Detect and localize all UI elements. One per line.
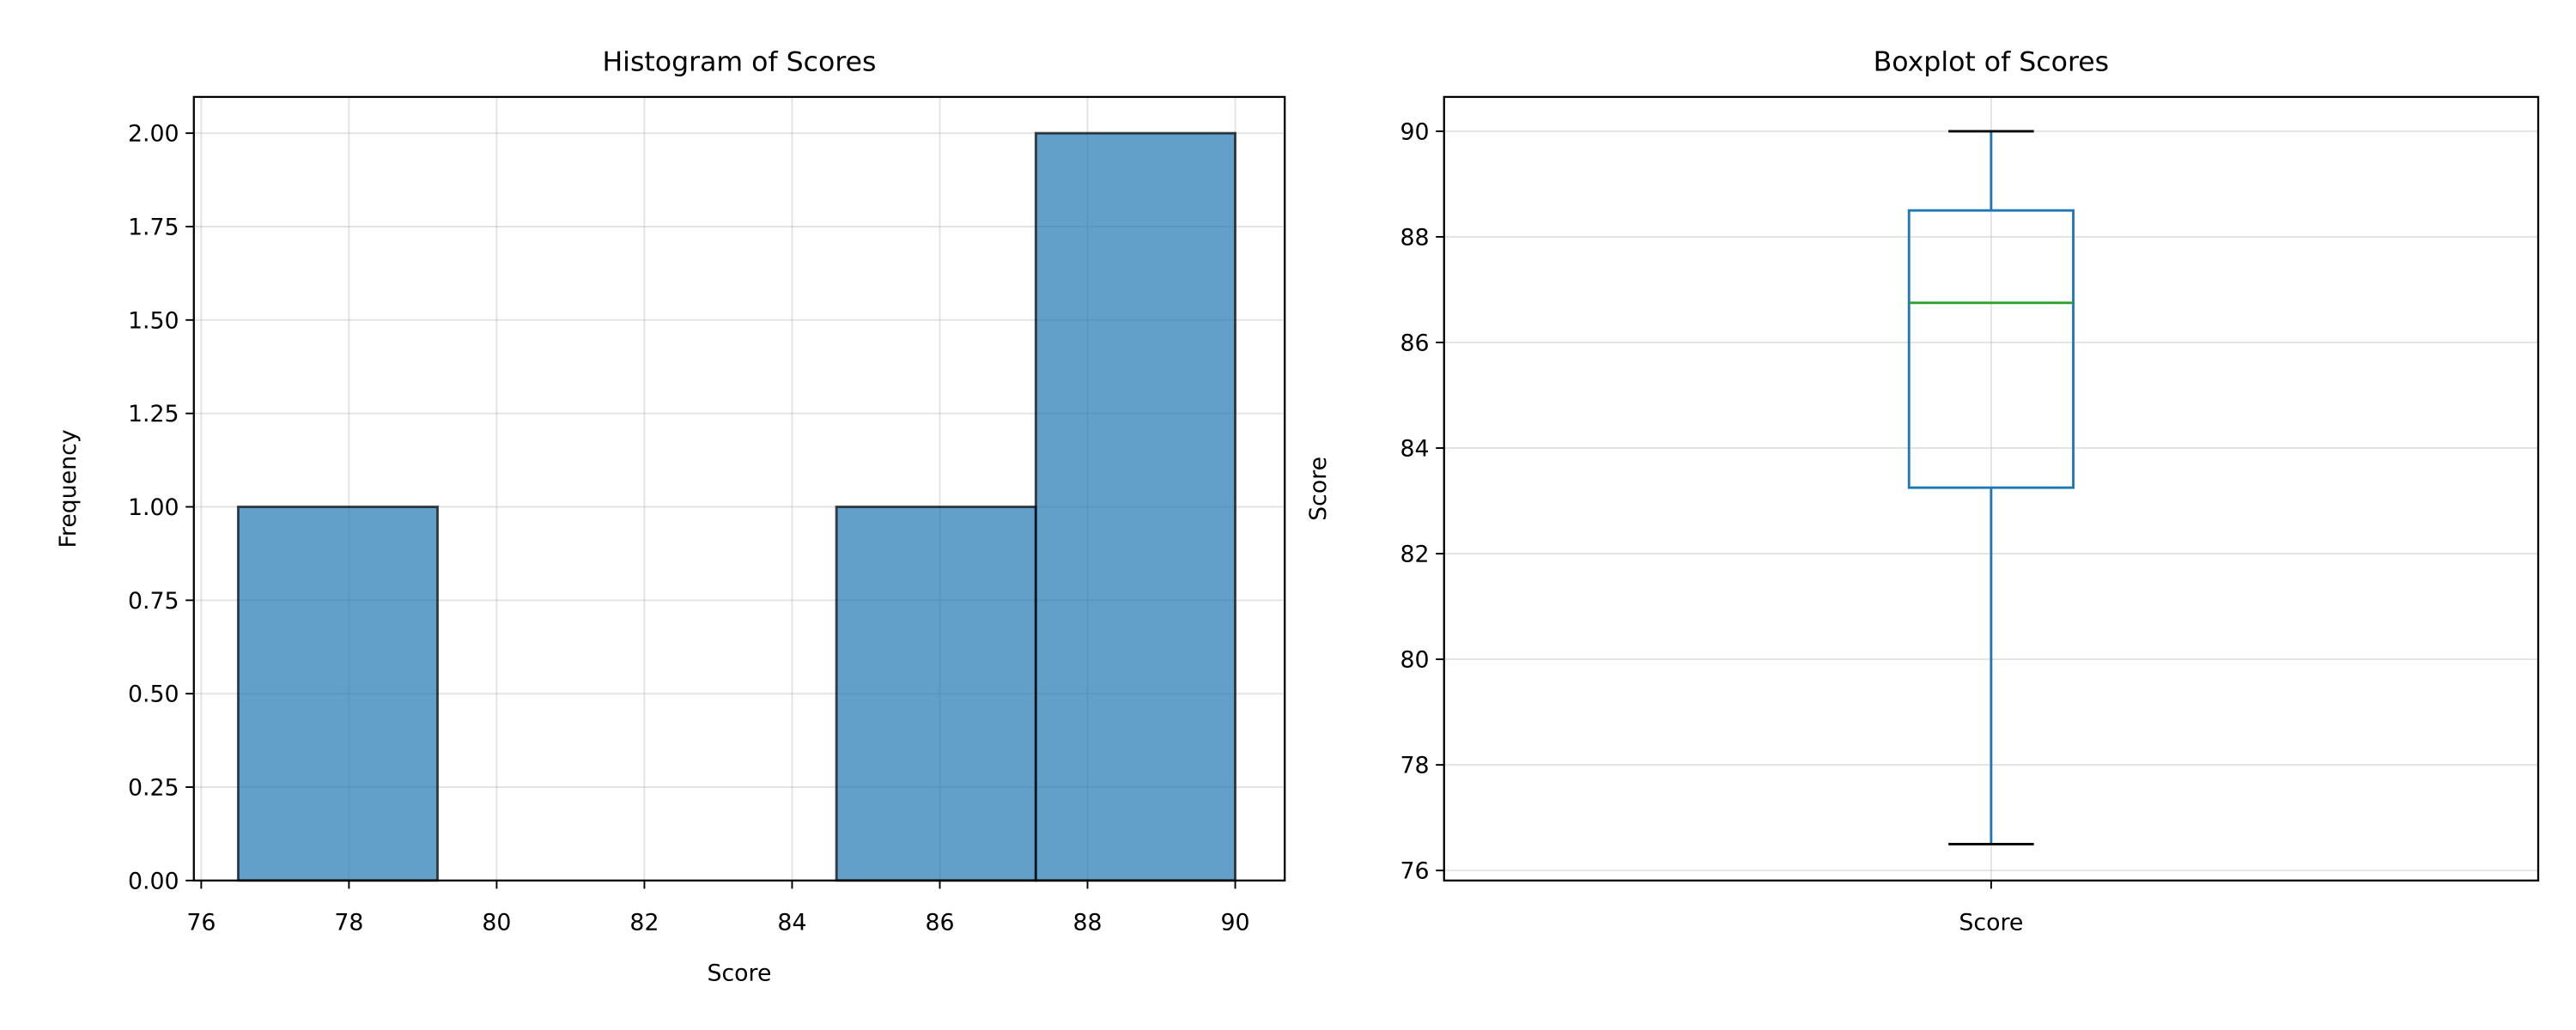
histogram-bar (835, 506, 1037, 882)
x-tick-label: 90 (1221, 909, 1250, 936)
y-tick-label: 78 (1400, 753, 1429, 779)
x-tick-label: 80 (482, 909, 511, 936)
y-tick-label: 90 (1400, 118, 1429, 145)
x-tick-label: Score (1959, 909, 2023, 936)
y-tick-label: 0.00 (128, 868, 179, 894)
y-tick-label: 2.00 (128, 121, 179, 148)
y-tick-label: 0.50 (128, 682, 179, 708)
y-tick-label: 88 (1400, 225, 1429, 251)
y-axis-label: Score (1305, 457, 1332, 521)
y-tick-label: 1.25 (128, 401, 179, 427)
box (1907, 209, 2075, 489)
y-tick-label: 84 (1400, 436, 1429, 463)
y-tick-label: 82 (1400, 542, 1429, 568)
axes-frame (192, 95, 1286, 882)
x-tick-label: 78 (334, 909, 363, 936)
x-tick-label: 76 (186, 909, 216, 936)
y-tick-label: 0.75 (128, 588, 179, 615)
y-axis-label: Frequency (55, 429, 82, 548)
x-tick-label: 86 (925, 909, 954, 936)
y-tick-label: 1.75 (128, 215, 179, 241)
x-tick-label: 88 (1072, 909, 1102, 936)
y-tick-label: 1.00 (128, 494, 179, 521)
y-tick-label: 76 (1400, 858, 1429, 885)
x-axis-label: Score (707, 960, 771, 987)
y-tick-label: 80 (1400, 647, 1429, 674)
x-tick-label: 84 (777, 909, 806, 936)
x-tick-label: 82 (629, 909, 659, 936)
chart-title: Histogram of Scores (602, 46, 876, 77)
histogram-bar (236, 506, 440, 882)
y-tick-label: 86 (1400, 330, 1429, 357)
chart-title: Boxplot of Scores (1874, 46, 2109, 77)
histogram-bar (1034, 131, 1236, 882)
axes-frame (1443, 95, 2540, 882)
y-tick-label: 0.25 (128, 775, 179, 802)
y-tick-label: 1.50 (128, 307, 179, 334)
